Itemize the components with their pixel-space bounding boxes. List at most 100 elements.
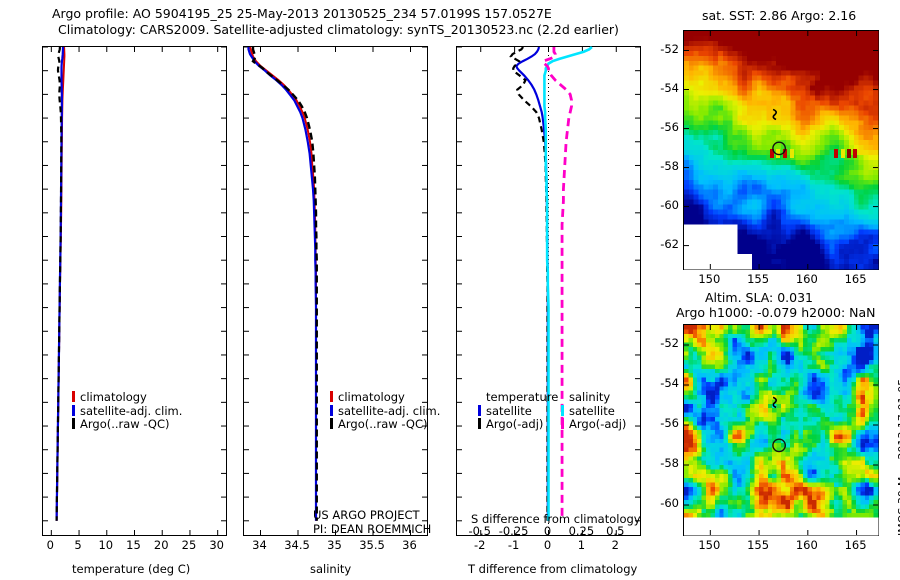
difference-legend-salinity: salinity satellite Argo(-adj) <box>561 390 627 432</box>
map-x-tick-label: 150 <box>698 272 721 286</box>
x-tick-label: -0.25 <box>498 524 529 538</box>
legend-label-temp-argo: Argo(-adj) <box>486 417 544 431</box>
map-y-tick-label: -60 <box>660 496 679 510</box>
map-y-tick-label: -58 <box>660 158 679 173</box>
project-credit: US ARGO PROJECT PI: DEAN ROEMMICH <box>313 508 431 536</box>
map-y-tick-label: -54 <box>660 376 679 390</box>
sst-map-title: sat. SST: 2.86 Argo: 2.16 <box>702 8 857 23</box>
salinity-axis-label: salinity <box>310 562 352 576</box>
legend-swatch-satellite-adj-clim <box>72 404 75 416</box>
legend-swatch-satellite-adj-clim-sal <box>330 404 333 416</box>
project-name: US ARGO PROJECT <box>313 508 420 522</box>
legend-item-climatology: climatology <box>72 390 182 405</box>
legend-swatch-sal-argo <box>561 418 564 429</box>
x-tick-label: 0 <box>46 538 54 552</box>
legend-swatch-argo-raw-sal <box>330 418 333 429</box>
x-tick-label: 0.25 <box>568 524 595 538</box>
legend-swatch-argo-raw <box>72 418 75 429</box>
x-tick-label: 34.5 <box>284 538 310 552</box>
sst-map-image <box>684 31 879 270</box>
legend-swatch-temp-argo <box>478 418 481 429</box>
legend-title-temperature: temperature <box>486 390 559 404</box>
legend-swatch-climatology <box>72 391 75 402</box>
x-tick-label: 1 <box>577 538 586 552</box>
map-x-tick-label: 160 <box>795 538 818 552</box>
legend-item-argo-raw-sal: Argo(..raw -QC) <box>330 417 440 432</box>
sla-map-title-line1: Altim. SLA: 0.031 <box>705 290 814 305</box>
legend-item-argo-raw: Argo(..raw -QC) <box>72 417 182 432</box>
map-y-tick-label: -60 <box>660 197 679 212</box>
sla-map-title-line2: Argo h1000: -0.079 h2000: NaN <box>676 305 876 320</box>
legend-item-climatology-sal: climatology <box>330 390 440 405</box>
map-y-tick-label: -52 <box>660 336 679 350</box>
legend-label-argo-raw-sal: Argo(..raw -QC) <box>338 417 428 431</box>
temperature-plot-area <box>43 46 226 535</box>
x-tick-label: 30 <box>209 538 224 552</box>
page-title-line1: Argo profile: AO 5904195_25 25-May-2013 … <box>52 6 552 21</box>
x-tick-label: -1 <box>507 538 520 552</box>
legend-title-salinity: salinity <box>569 390 611 404</box>
legend-label-satellite-adj-clim: satellite-adj. clim. <box>80 403 183 418</box>
legend-item-satellite-adj-clim-sal: satellite-adj. clim. <box>330 403 441 419</box>
legend-swatch-climatology-sal <box>330 391 333 402</box>
temperature-axis-label: temperature (deg C) <box>72 562 191 576</box>
map-y-tick-label: -54 <box>660 80 679 95</box>
x-tick-label: 15 <box>126 538 141 552</box>
imos-timestamp: IMOS 30-May-2013 17:01:05 <box>896 379 900 549</box>
map-y-tick-label: -58 <box>660 456 679 470</box>
imos-timestamp-text: IMOS 30-May-2013 17:01:05 <box>896 378 900 536</box>
legend-item-temp-argo: Argo(-adj) <box>478 417 558 432</box>
legend-swatch-temp-satellite <box>478 404 481 416</box>
legend-item-sal-argo: Argo(-adj) <box>561 417 627 432</box>
legend-item-satellite-adj-clim: satellite-adj. clim. <box>72 403 183 419</box>
legend-item-sal-satellite: satellite <box>561 403 626 419</box>
x-tick-label: 20 <box>153 538 169 552</box>
legend-item-temp-satellite: satellite <box>478 403 558 419</box>
legend-label-sal-argo: Argo(-adj) <box>569 417 627 431</box>
x-tick-label: 0 <box>543 524 552 538</box>
salinity-legend: climatology satellite-adj. clim. Argo(..… <box>330 390 441 432</box>
x-tick-label: -2 <box>474 538 486 552</box>
map-y-tick-label: -56 <box>660 416 679 430</box>
difference-legend-temperature: temperature satellite Argo(-adj) <box>478 390 559 432</box>
x-tick-label: 35.5 <box>359 538 385 552</box>
legend-label-temp-satellite: satellite <box>486 403 532 418</box>
map-y-tick-label: -62 <box>660 236 679 251</box>
x-tick-label: 36 <box>402 538 417 552</box>
map-x-tick-label: 155 <box>747 538 770 552</box>
x-tick-label: 2 <box>611 538 619 552</box>
map-x-tick-label: 160 <box>795 272 818 286</box>
project-pi: PI: DEAN ROEMMICH <box>313 522 432 536</box>
page-title-line2: Climatology: CARS2009. Satellite-adjuste… <box>58 22 619 37</box>
map-x-tick-label: 165 <box>844 538 867 552</box>
map-y-tick-label: -52 <box>660 41 679 56</box>
x-tick-label: -0.5 <box>468 524 491 538</box>
salinity-plot-area <box>244 46 427 535</box>
sla-map-image <box>684 325 879 536</box>
salinity-panel <box>243 46 428 536</box>
temperature-panel <box>42 46 227 536</box>
legend-label-climatology-sal: climatology <box>338 390 405 404</box>
x-tick-label: 34 <box>252 538 267 552</box>
difference-panel <box>456 46 641 536</box>
legend-label-satellite-adj-clim-sal: satellite-adj. clim. <box>338 403 441 418</box>
legend-swatch-sal-satellite <box>561 404 564 416</box>
sla-map-panel <box>683 324 879 536</box>
map-x-tick-label: 165 <box>844 272 867 286</box>
legend-label-climatology: climatology <box>80 390 147 404</box>
legend-label-argo-raw: Argo(..raw -QC) <box>80 417 170 431</box>
x-tick-label: 35 <box>327 538 342 552</box>
x-tick-label: 25 <box>181 538 197 552</box>
sst-map-panel <box>683 30 879 270</box>
x-tick-label: 0.5 <box>606 524 625 538</box>
temperature-legend: climatology satellite-adj. clim. Argo(..… <box>72 390 183 432</box>
difference-plot-area <box>457 46 640 535</box>
x-tick-label: 0 <box>543 538 552 552</box>
difference-axis-label-bottom: T difference from climatology <box>468 562 638 576</box>
difference-axis-label-top: S difference from climatology <box>471 512 641 526</box>
map-x-tick-label: 150 <box>698 538 721 552</box>
map-y-tick-label: -56 <box>660 119 679 134</box>
legend-label-sal-satellite: satellite <box>569 403 615 418</box>
map-x-tick-label: 155 <box>747 272 770 286</box>
x-tick-label: 10 <box>98 538 114 552</box>
